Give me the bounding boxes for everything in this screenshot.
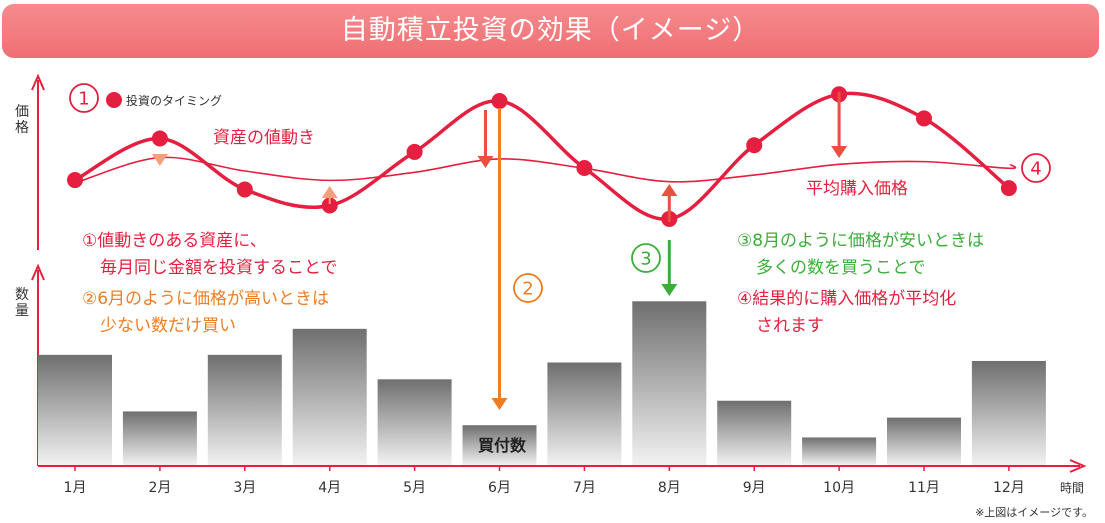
investment-point-5 [406,143,423,160]
time-axis-arrow [1069,459,1087,473]
purchase-qty-label: 買付数 [478,436,527,455]
quantity-bars [38,301,1046,465]
marker-3-label: 3 [640,248,651,269]
x-ticks: 1月 2月 3月 4月 5月 6月 7月 8月 9月 10月 11月 12月 時間 [64,466,1084,496]
investment-point-12 [1000,180,1017,197]
investment-point-2 [151,130,168,147]
arrow-oct-head [831,146,848,158]
quantity-bar-7 [547,362,622,465]
investment-point-4 [321,197,338,214]
legend-label: 投資のタイミング [126,93,222,108]
note-4-line-2: されます [756,316,824,336]
note-1-line-2: 毎月同じ金額を投資することで [100,258,338,278]
page-title: 自動積立投資の効果（イメージ） [2,4,1099,58]
legend-number-ring [69,83,99,113]
x-tick-label: 4月 [318,480,341,496]
price-axis-label: 価格 [15,104,29,136]
marker-2-label: 2 [522,278,533,299]
note-3-line-2: 多くの数を買うことで [756,258,926,278]
investment-point-11 [916,110,932,127]
asset-movement-label: 資産の値動き [213,128,315,148]
marker-2-ring [513,273,543,303]
x-tick-label: 5月 [403,480,426,496]
note-1-line-1: ①値動きのある資産に、 [82,231,267,251]
quantity-bar-4 [292,328,367,465]
legend-number-label: 1 [78,88,89,109]
quantity-bar-9 [717,400,792,465]
x-tick-label: 11月 [908,480,940,496]
quantity-axis-arrow [31,263,45,281]
small-arrow-feb-head [151,154,168,166]
quantity-bar-3 [207,354,282,465]
x-tick-label: 9月 [743,480,766,496]
arrow-jun-head [477,156,494,168]
investment-point-7 [576,160,593,176]
quantity-bar-8 [632,301,707,465]
x-tick-label: 8月 [658,480,681,496]
x-tick-label: 2月 [148,480,171,496]
note-2-line-1: ②6月のように価格が高いときは [82,289,330,309]
quantity-bar-11 [887,417,961,465]
investment-point-1 [67,172,83,189]
legend-dot [106,92,122,108]
x-tick-label: 12月 [993,480,1025,496]
quantity-bar-12 [971,360,1046,465]
orange-arrow-jun-head [491,398,508,410]
investment-point-9 [746,137,763,154]
small-arrow-apr-head [321,186,338,198]
quantity-bar-10 [802,437,877,465]
arrow-aug-head [661,184,678,196]
quantity-bar-1 [38,354,112,465]
x-tick-label: 3月 [233,480,256,496]
quantity-bar-5 [377,379,452,465]
x-tick-label: 7月 [573,480,596,496]
price-line [74,91,1011,221]
investment-point-6 [491,93,508,109]
marker-3-ring [631,243,661,273]
x-tick-label: 10月 [823,480,855,496]
footnote: ※上図はイメージです。 [975,506,1093,519]
quantity-bar-2 [122,411,197,465]
time-axis-label: 時間 [1060,481,1084,495]
investment-point-3 [236,181,253,198]
x-tick-label: 1月 [64,480,87,496]
x-tick-label: 6月 [488,480,511,496]
note-4-line-1: ④結果的に購入価格が平均化 [737,289,957,309]
marker-4-ring [1021,153,1051,183]
note-3-line-1: ③8月のように価格が安いときは [737,231,985,251]
green-arrow-aug-head [661,284,678,296]
price-axis-arrow [31,73,45,91]
note-2-line-2: 少ない数だけ買い [100,316,236,336]
quantity-axis-label: 数量 [15,287,29,319]
average-price-label: 平均購入価格 [806,179,908,199]
quantity-bar-6 [462,425,537,465]
marker-4-label: 4 [1030,158,1041,179]
